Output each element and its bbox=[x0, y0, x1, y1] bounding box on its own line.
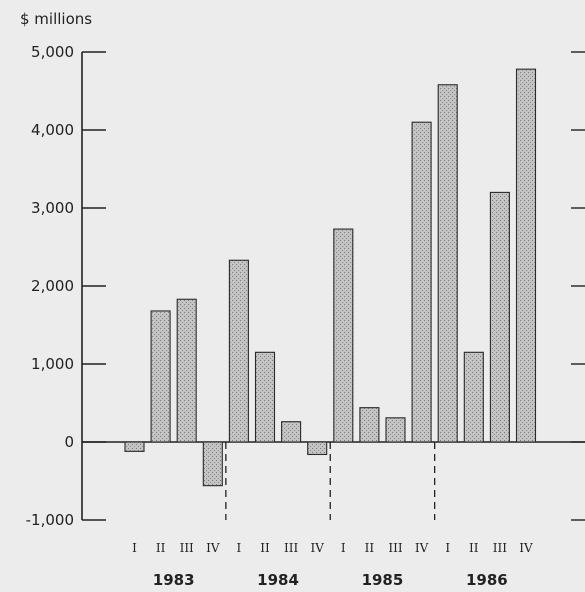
bar bbox=[228, 259, 249, 443]
y-tick-label: 4,000 bbox=[31, 121, 74, 139]
bar bbox=[281, 421, 302, 443]
y-tick-label: 2,000 bbox=[31, 277, 74, 295]
quarter-label: IV bbox=[206, 541, 220, 555]
quarter-label: II bbox=[365, 541, 375, 555]
quarter-label: I bbox=[132, 541, 137, 555]
bar bbox=[176, 298, 197, 443]
quarter-label: III bbox=[180, 541, 194, 555]
bar bbox=[385, 417, 406, 443]
quarter-label: III bbox=[388, 541, 402, 555]
quarter-label: IV bbox=[415, 541, 429, 555]
year-label: 1985 bbox=[362, 571, 404, 589]
bars bbox=[124, 68, 537, 487]
quarter-label: IV bbox=[519, 541, 533, 555]
bar bbox=[463, 351, 484, 443]
quarter-label: II bbox=[260, 541, 270, 555]
bar bbox=[515, 68, 537, 443]
quarter-label: II bbox=[469, 541, 479, 555]
quarter-label: I bbox=[341, 541, 346, 555]
bar bbox=[489, 191, 510, 443]
bar bbox=[307, 441, 328, 456]
quarter-label: IV bbox=[310, 541, 324, 555]
y-tick-label: 3,000 bbox=[31, 199, 74, 217]
year-label: 1983 bbox=[153, 571, 195, 589]
bar bbox=[437, 84, 458, 443]
quarter-label: III bbox=[284, 541, 298, 555]
quarter-label: III bbox=[493, 541, 507, 555]
bar bbox=[150, 310, 171, 443]
y-tick-label: -1,000 bbox=[26, 511, 74, 529]
bar bbox=[202, 441, 223, 487]
y-tick-label: 5,000 bbox=[31, 43, 74, 61]
year-label: 1984 bbox=[257, 571, 299, 589]
y-tick-label: 0 bbox=[64, 433, 74, 451]
quarter-label: II bbox=[156, 541, 166, 555]
quarter-label: I bbox=[445, 541, 450, 555]
year-label: 1986 bbox=[466, 571, 508, 589]
bar bbox=[254, 351, 276, 443]
y-tick-label: 1,000 bbox=[31, 355, 74, 373]
bar bbox=[333, 228, 354, 443]
bar bbox=[359, 407, 380, 443]
quarter-label: I bbox=[237, 541, 242, 555]
bar bbox=[411, 121, 432, 443]
bar bbox=[124, 441, 145, 452]
y-axis-unit-label: $ millions bbox=[20, 10, 92, 28]
